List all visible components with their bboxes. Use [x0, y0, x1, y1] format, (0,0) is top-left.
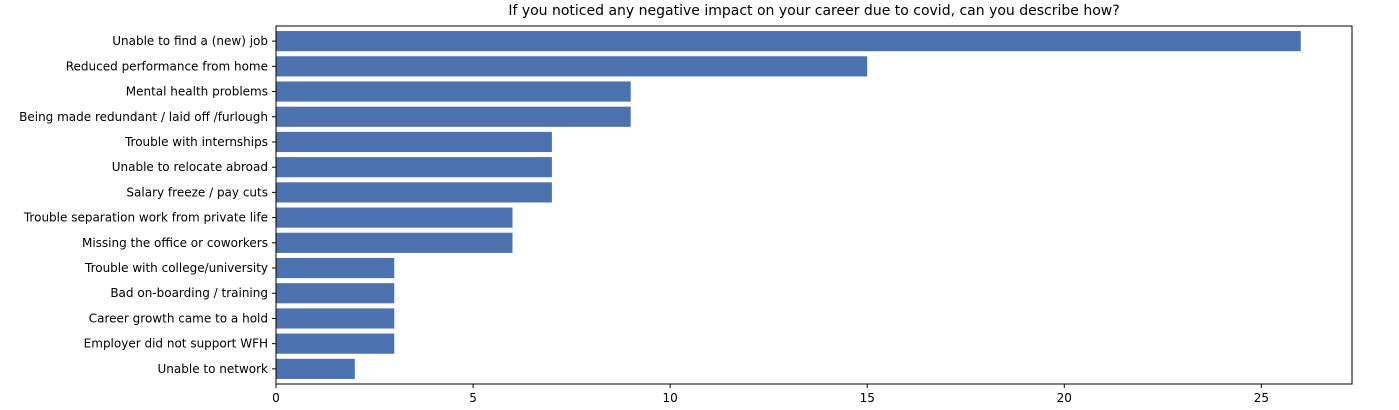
x-tick-label-3: 15 — [860, 391, 875, 405]
bar-10 — [276, 283, 395, 304]
category-label-12: Employer did not support WFH — [84, 337, 268, 351]
bar-3 — [276, 106, 631, 127]
category-label-7: Trouble separation work from private lif… — [23, 211, 268, 225]
bar-12 — [276, 333, 395, 354]
category-label-10: Bad on-boarding / training — [110, 286, 268, 300]
category-label-6: Salary freeze / pay cuts — [126, 185, 268, 199]
x-tick-label-1: 5 — [469, 391, 477, 405]
category-label-2: Mental health problems — [126, 85, 268, 99]
category-label-8: Missing the office or coworkers — [82, 236, 268, 250]
x-tick-label-2: 10 — [662, 391, 677, 405]
category-label-9: Trouble with college/university — [84, 261, 268, 275]
chart-title: If you noticed any negative impact on yo… — [508, 3, 1120, 19]
bar-13 — [276, 358, 355, 379]
bar-7 — [276, 207, 513, 228]
bar-6 — [276, 182, 552, 203]
x-tick-label-5: 25 — [1254, 391, 1269, 405]
plot-frame — [275, 25, 1353, 385]
category-label-13: Unable to network — [158, 362, 269, 376]
bar-11 — [276, 308, 395, 329]
bar-5 — [276, 157, 552, 178]
bar-0 — [276, 31, 1301, 52]
category-label-3: Being made redundant / laid off /furloug… — [19, 110, 268, 124]
category-label-0: Unable to find a (new) job — [112, 34, 268, 48]
category-label-4: Trouble with internships — [124, 135, 268, 149]
bar-8 — [276, 232, 513, 253]
x-tick-label-0: 0 — [272, 391, 280, 405]
bar-2 — [276, 81, 631, 102]
category-label-11: Career growth came to a hold — [89, 311, 268, 325]
bar-9 — [276, 257, 395, 279]
category-label-1: Reduced performance from home — [66, 59, 268, 73]
x-tick-label-4: 20 — [1057, 391, 1072, 405]
category-label-5: Unable to relocate abroad — [112, 160, 268, 174]
bar-4 — [276, 131, 552, 153]
bar-1 — [276, 56, 868, 77]
